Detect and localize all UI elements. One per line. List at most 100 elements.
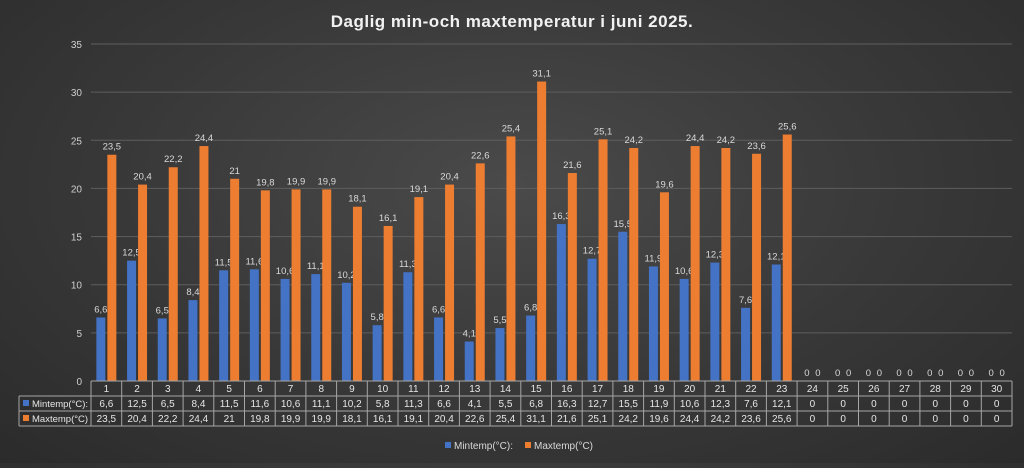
data-label-max: 25,4 [502,123,521,134]
bar-max [567,173,577,381]
table-cell: 12,5 [127,399,147,410]
data-label-max: 24,2 [717,135,736,146]
y-tick-label: 10 [71,281,83,292]
table-cell: 19,8 [250,414,270,425]
table-cell: 6,8 [529,399,543,410]
bar-max [445,184,455,381]
table-cell: 22,6 [465,414,485,425]
data-label-max: 0 [907,368,912,379]
data-label-max: 0 [969,368,974,379]
bar-max [138,184,148,381]
table-cell: 12,7 [588,399,608,410]
table-cell: 10,6 [680,399,700,410]
table-cell: 0 [932,414,938,425]
data-label-max: 0 [846,368,851,379]
table-cell: 23,6 [741,414,761,425]
table-legend-key [23,415,29,421]
data-label-min: 8,4 [186,287,199,298]
table-legend-key [23,400,29,406]
table-cell: 0 [994,399,1000,410]
x-tick-label: 10 [377,384,389,395]
x-tick-label: 7 [288,384,294,395]
x-tick-label: 2 [134,384,140,395]
data-label-max: 24,4 [686,133,705,144]
table-cell: 24,4 [680,414,700,425]
x-tick-label: 22 [745,384,757,395]
bar-min [96,317,106,381]
bar-min [341,282,351,381]
x-tick-label: 18 [623,384,635,395]
data-label-max: 23,5 [103,142,122,153]
data-label-min: 0 [866,368,871,379]
data-label-min: 11,9 [645,253,663,264]
table-cell: 0 [963,414,969,425]
table-cell: 11,9 [650,399,669,410]
bar-max [168,167,178,381]
x-tick-label: 30 [991,384,1003,395]
table-cell: 0 [871,399,877,410]
x-tick-label: 27 [899,384,911,395]
bar-max [721,147,731,381]
data-label-min: 0 [927,368,932,379]
table-cell: 21,6 [557,414,577,425]
x-tick-label: 8 [318,384,324,395]
data-label-max: 20,4 [133,172,152,183]
bar-min [403,272,413,381]
table-cell: 22,2 [158,414,178,425]
y-tick-label: 15 [71,233,83,244]
data-label-max: 18,1 [348,194,367,205]
data-label-max: 19,6 [655,179,674,190]
data-label-min: 0 [989,368,994,379]
bar-max [383,225,393,381]
bar-min [280,278,290,381]
bar-max [752,153,762,381]
y-tick-label: 0 [76,377,82,388]
data-label-min: 12,1 [767,251,786,262]
x-tick-label: 12 [438,384,450,395]
data-label-max: 19,1 [410,184,429,195]
table-cell: 24,4 [189,414,209,425]
x-tick-label: 5 [226,384,232,395]
bar-min [311,274,321,381]
table-cell: 25,1 [588,414,608,425]
table-row-label: Mintemp(°C): [32,399,88,410]
x-tick-label: 23 [776,384,788,395]
table-cell: 6,6 [99,399,113,410]
x-tick-label: 15 [531,384,543,395]
bar-max [199,146,209,381]
table-cell: 11,3 [404,399,423,410]
table-cell: 10,2 [342,399,362,410]
data-label-max: 23,6 [747,141,766,152]
bar-min [587,258,597,381]
table-cell: 11,6 [250,399,269,410]
data-label-max: 20,4 [440,172,459,183]
table-cell: 0 [994,414,1000,425]
data-label-min: 10,2 [337,270,356,281]
x-tick-label: 6 [257,384,263,395]
data-label-max: 0 [815,368,820,379]
table-cell: 25,4 [496,414,516,425]
chart-title: Daglig min-och maxtemperatur i juni 2025… [331,12,693,31]
bar-max [537,81,547,382]
data-label-min: 0 [835,368,840,379]
data-label-min: 11,1 [307,261,325,272]
table-cell: 16,1 [373,414,393,425]
data-label-max: 19,9 [287,176,306,187]
x-tick-label: 28 [930,384,942,395]
bar-min [372,325,382,381]
bar-max [414,197,424,381]
table-cell: 0 [902,399,908,410]
table-row-label: Maxtemp(°C) [32,414,88,425]
bar-min [526,315,536,381]
bar-max [598,139,608,381]
legend-swatch-max [525,442,531,448]
x-tick-label: 20 [684,384,696,395]
bar-max [506,136,516,381]
table-cell: 11,5 [220,399,239,410]
bar-min [648,266,658,381]
x-tick-label: 4 [196,384,202,395]
table-cell: 0 [810,399,816,410]
data-label-max: 0 [1000,368,1005,379]
x-tick-label: 24 [807,384,819,395]
data-label-min: 6,6 [432,304,445,315]
